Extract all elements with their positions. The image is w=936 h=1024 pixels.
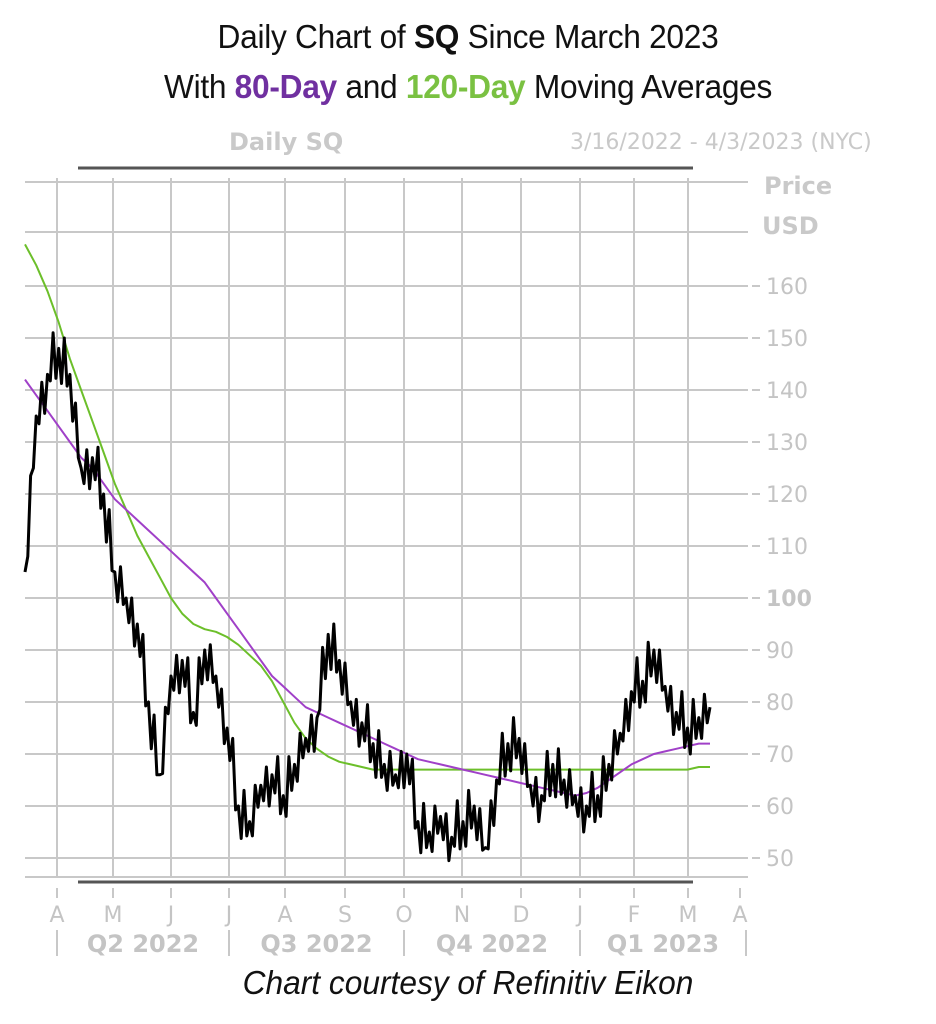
title-text: With bbox=[163, 68, 235, 105]
x-month-label: D bbox=[513, 903, 530, 928]
y-tick-label: 120 bbox=[766, 483, 808, 508]
title-text: Moving Averages bbox=[525, 68, 773, 105]
title-text: and bbox=[336, 68, 406, 105]
y-tick-label: 60 bbox=[766, 795, 794, 820]
ma120-label: 120-Day bbox=[405, 68, 526, 105]
chart-header-right: 3/16/2022 - 4/3/2023 (NYC) bbox=[570, 130, 872, 155]
chart-header-left: Daily SQ bbox=[229, 128, 344, 156]
x-quarter-label: Q4 2022 bbox=[436, 930, 548, 958]
x-month-label: S bbox=[338, 903, 352, 928]
chart-caption: Chart courtesy of Refinitiv Eikon bbox=[242, 964, 694, 1001]
y-tick-label: 50 bbox=[766, 847, 794, 872]
y-tick-label: 110 bbox=[766, 535, 808, 560]
y-tick-label: 130 bbox=[766, 431, 808, 456]
price-line bbox=[23, 331, 712, 863]
ma80-label: 80-Day bbox=[234, 68, 337, 105]
y-tick-label: 160 bbox=[766, 275, 808, 300]
ticker-symbol: SQ bbox=[413, 18, 460, 55]
x-month-label: A bbox=[49, 903, 64, 928]
x-month-label: J bbox=[166, 903, 175, 928]
x-month-label: A bbox=[732, 903, 747, 928]
ma120-line bbox=[24, 243, 710, 771]
chart-title-line-1: Daily Chart of SQ Since March 2023 bbox=[19, 18, 918, 56]
y-axis-title-price: Price bbox=[764, 172, 833, 200]
y-axis-title-usd: USD bbox=[762, 212, 819, 240]
x-quarter-label: Q2 2022 bbox=[87, 930, 199, 958]
x-month-label: M bbox=[679, 903, 698, 928]
y-tick-label: 70 bbox=[766, 743, 794, 768]
x-month-label: J bbox=[224, 903, 233, 928]
y-tick-label: 80 bbox=[766, 691, 794, 716]
x-quarter-label: Q3 2022 bbox=[260, 930, 372, 958]
x-month-label: O bbox=[395, 903, 412, 928]
title-text: Since March 2023 bbox=[459, 18, 719, 55]
x-quarter-label: Q1 2023 bbox=[607, 930, 719, 958]
title-text: Daily Chart of bbox=[217, 18, 414, 55]
ma80-line bbox=[24, 379, 710, 797]
chart-title-line-2: With 80-Day and 120-Day Moving Averages bbox=[19, 68, 918, 106]
y-tick-label: 90 bbox=[766, 639, 794, 664]
y-tick-label: 150 bbox=[766, 327, 808, 352]
x-month-label: M bbox=[104, 903, 123, 928]
chart-axes: 50 60 70 80 90 100 110 120 130 140 150 160 A M J J A S O N D… bbox=[49, 166, 812, 958]
x-month-label: J bbox=[575, 903, 584, 928]
y-tick-label: 140 bbox=[766, 379, 808, 404]
x-month-label: F bbox=[628, 903, 641, 928]
y-tick-label: 100 bbox=[766, 587, 812, 612]
chart-series bbox=[23, 243, 712, 863]
x-month-label: N bbox=[454, 903, 470, 928]
chart-grid bbox=[25, 178, 748, 878]
x-month-label: A bbox=[277, 903, 292, 928]
